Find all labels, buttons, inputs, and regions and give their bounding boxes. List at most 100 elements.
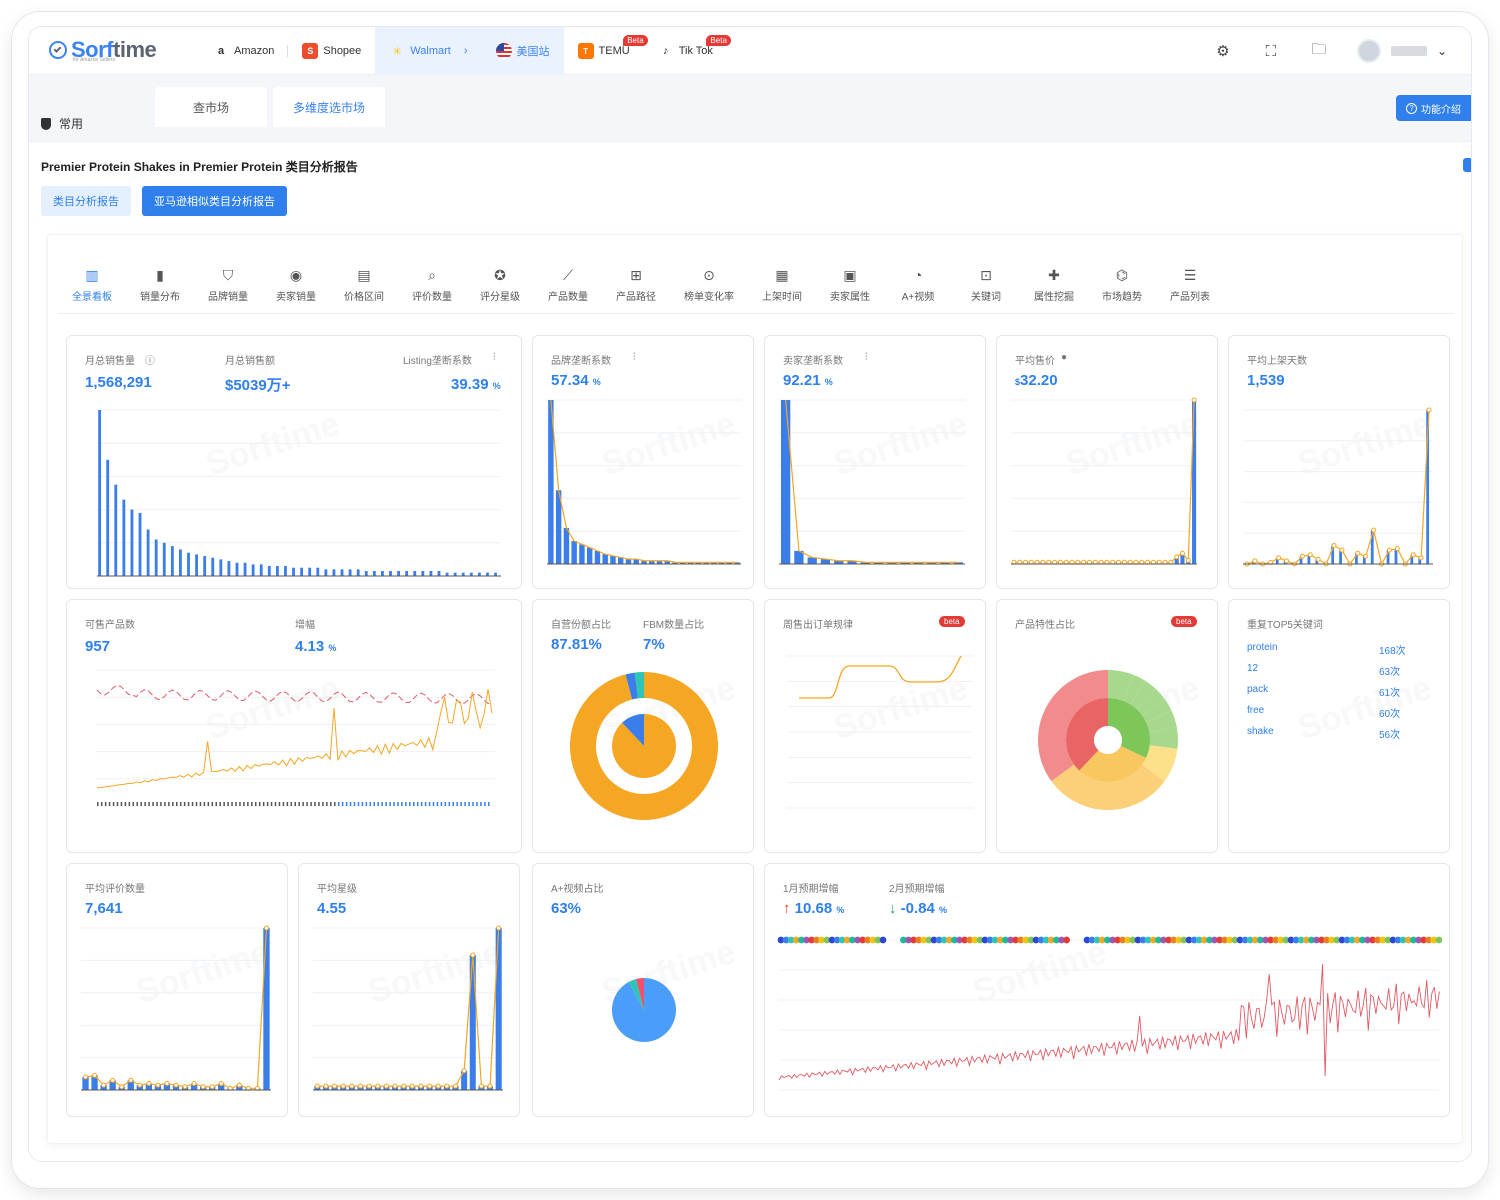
pie-slice <box>612 714 676 778</box>
data-point <box>392 1083 398 1089</box>
folder-icon[interactable]: 🗀 <box>1311 40 1327 58</box>
center-hole <box>1094 726 1122 754</box>
amazon-icon: a <box>217 45 225 57</box>
data-point <box>453 1083 458 1089</box>
tool-9[interactable]: ⊙ 榜单变化率 <box>684 267 734 303</box>
tool-14[interactable]: ✚ 属性挖掘 <box>1034 267 1074 303</box>
bar <box>235 802 237 806</box>
report-title: Premier Protein Shakes in Premier Protei… <box>41 160 358 174</box>
value-jan-forecast: ↑ 10.68 % <box>783 900 845 917</box>
side-collapse-handle[interactable] <box>1463 158 1471 172</box>
value-monthly-revenue: $5039万+ <box>225 377 291 394</box>
platform-tab-amazon[interactable]: a Amazon <box>199 27 289 75</box>
platform-tab-shopee[interactable]: S Shopee <box>288 27 375 75</box>
tool-3[interactable]: ◉ 卖家销量 <box>276 267 316 303</box>
bar <box>726 562 733 564</box>
walmart-icon: ✳ <box>392 45 402 58</box>
bar <box>148 802 150 806</box>
tool-8[interactable]: ⊞ 产品路径 <box>616 267 656 303</box>
tool-icon: ✚ <box>1048 267 1060 283</box>
bar <box>112 802 115 806</box>
tool-6[interactable]: ✪ 评分星级 <box>480 267 520 303</box>
intro-button[interactable]: ? 功能介绍 <box>1396 95 1471 121</box>
bar <box>734 562 740 564</box>
bar <box>436 802 439 806</box>
tool-4[interactable]: ▤ 价格区间 <box>344 267 384 303</box>
tool-5[interactable]: ⌕ 评价数量 <box>412 267 452 303</box>
bar <box>91 1075 98 1090</box>
user-menu[interactable]: ⌄ <box>1356 39 1447 63</box>
bar <box>219 802 221 806</box>
bar <box>322 802 324 806</box>
similar-category-report-button[interactable]: 亚马逊相似类目分析报告 <box>142 186 287 216</box>
bar <box>913 562 924 564</box>
platform-tab-temu[interactable]: T TEMU Beta <box>564 27 648 75</box>
sidebar-item-common[interactable]: 常用 <box>41 115 83 132</box>
legend-dot <box>1379 936 1387 944</box>
bar <box>900 562 910 564</box>
data-point <box>366 1083 372 1089</box>
tool-2[interactable]: ⛉ 品牌销量 <box>208 267 248 303</box>
bar <box>424 802 427 806</box>
beta-badge: Beta <box>623 35 648 46</box>
keyword-count-3: 60次 <box>1379 709 1401 720</box>
legend-dot <box>1323 936 1331 944</box>
brand-logo[interactable]: Sorftime <box>49 37 157 63</box>
bar <box>456 802 458 806</box>
tool-icon: ▥ <box>85 267 99 283</box>
bar <box>372 571 376 576</box>
legend-dot <box>1302 936 1310 944</box>
tool-7[interactable]: ⟋ 产品数量 <box>548 267 588 303</box>
data-point <box>323 1083 329 1089</box>
legend-dot <box>838 936 846 944</box>
settings-icon[interactable]: ⚙ <box>1216 43 1230 60</box>
tab-multi-dim-market[interactable]: 多维度选市场 <box>273 87 385 127</box>
bar <box>887 562 897 564</box>
bar <box>860 562 871 564</box>
bar <box>146 529 150 576</box>
value-brand-monopoly: 57.34 % <box>551 372 601 389</box>
legend-dot <box>1262 936 1269 944</box>
bar <box>203 556 207 576</box>
chart <box>787 655 973 809</box>
legend-dot <box>1404 936 1412 944</box>
marketplace-us[interactable]: 美国站 <box>481 27 564 75</box>
tab-check-market[interactable]: 查市场 <box>155 87 267 127</box>
bar <box>132 802 135 806</box>
tool-11[interactable]: ▣ 卖家属性 <box>830 267 870 303</box>
tool-icon: ⛉ <box>222 267 234 283</box>
watermark: Sorftime <box>1292 668 1436 748</box>
bar <box>445 572 449 576</box>
tool-15[interactable]: ⌬ 市场趋势 <box>1102 267 1142 303</box>
card-aplus: Sorftime A+视频占比 63% <box>532 863 754 1117</box>
platform-tab-tiktok[interactable]: ♪ Tik Tok Beta <box>644 27 731 75</box>
legend-dot <box>1093 936 1101 944</box>
tool-10[interactable]: ▦ 上架时间 <box>762 267 802 303</box>
legend-dot <box>1292 936 1300 944</box>
legend-dot <box>1369 936 1376 944</box>
tool-1[interactable]: ▮ 销量分布 <box>140 267 180 303</box>
legend-dot <box>920 936 928 944</box>
bar <box>1418 557 1422 564</box>
tool-12[interactable]: ◔ A+视频 <box>901 267 935 303</box>
category-report-button[interactable]: 类目分析报告 <box>41 186 131 216</box>
fullscreen-icon[interactable]: ⛶ <box>1265 42 1277 60</box>
bar <box>308 567 312 576</box>
legend-dot <box>945 936 953 944</box>
bar <box>144 802 146 806</box>
legend-dot <box>1348 936 1356 944</box>
top-bar: Sorftime for Amazon Sellers a Amazon S Sho… <box>29 27 1471 75</box>
bar <box>292 567 295 576</box>
tool-0[interactable]: ▥ 全景看板 <box>72 267 112 303</box>
legend-dot <box>828 936 836 944</box>
platform-tab-walmart[interactable]: ✳ Walmart › <box>375 27 482 75</box>
card-keywords: Sorftime 重复TOP5关键词 protein 168次 12 63次 pack 61次… <box>1228 599 1450 853</box>
bar <box>437 571 441 576</box>
legend-dot <box>1058 936 1065 944</box>
bar <box>687 562 694 564</box>
bar <box>703 562 709 564</box>
bar <box>223 802 225 806</box>
tool-13[interactable]: ⊡ 关键词 <box>971 267 1001 303</box>
chart <box>313 925 503 1091</box>
tool-16[interactable]: ☰ 产品列表 <box>1170 267 1210 303</box>
